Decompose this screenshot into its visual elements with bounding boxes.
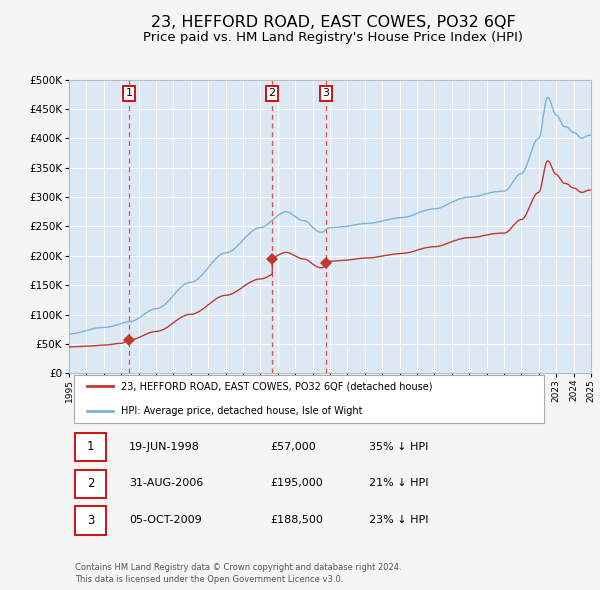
Text: £195,000: £195,000: [270, 478, 323, 489]
Text: 1: 1: [86, 440, 94, 453]
Text: 05-OCT-2009: 05-OCT-2009: [129, 515, 202, 525]
Text: 35% ↓ HPI: 35% ↓ HPI: [369, 442, 428, 452]
Text: 23% ↓ HPI: 23% ↓ HPI: [369, 515, 428, 525]
Text: Price paid vs. HM Land Registry's House Price Index (HPI): Price paid vs. HM Land Registry's House …: [143, 31, 523, 44]
Text: £188,500: £188,500: [270, 515, 323, 525]
Text: 23, HEFFORD ROAD, EAST COWES, PO32 6QF: 23, HEFFORD ROAD, EAST COWES, PO32 6QF: [151, 15, 515, 30]
Text: 2: 2: [86, 477, 94, 490]
Text: 23, HEFFORD ROAD, EAST COWES, PO32 6QF (detached house): 23, HEFFORD ROAD, EAST COWES, PO32 6QF (…: [121, 381, 433, 391]
Text: HPI: Average price, detached house, Isle of Wight: HPI: Average price, detached house, Isle…: [121, 406, 362, 416]
Text: 3: 3: [322, 88, 329, 99]
Text: 19-JUN-1998: 19-JUN-1998: [129, 442, 200, 452]
FancyBboxPatch shape: [75, 506, 106, 535]
Text: Contains HM Land Registry data © Crown copyright and database right 2024.
This d: Contains HM Land Registry data © Crown c…: [75, 563, 402, 584]
Text: £57,000: £57,000: [270, 442, 316, 452]
Text: 2: 2: [268, 88, 275, 99]
FancyBboxPatch shape: [75, 433, 106, 461]
FancyBboxPatch shape: [75, 470, 106, 498]
Text: 3: 3: [87, 513, 94, 527]
Text: 21% ↓ HPI: 21% ↓ HPI: [369, 478, 428, 489]
FancyBboxPatch shape: [74, 375, 544, 423]
Text: 1: 1: [126, 88, 133, 99]
Text: 31-AUG-2006: 31-AUG-2006: [129, 478, 203, 489]
